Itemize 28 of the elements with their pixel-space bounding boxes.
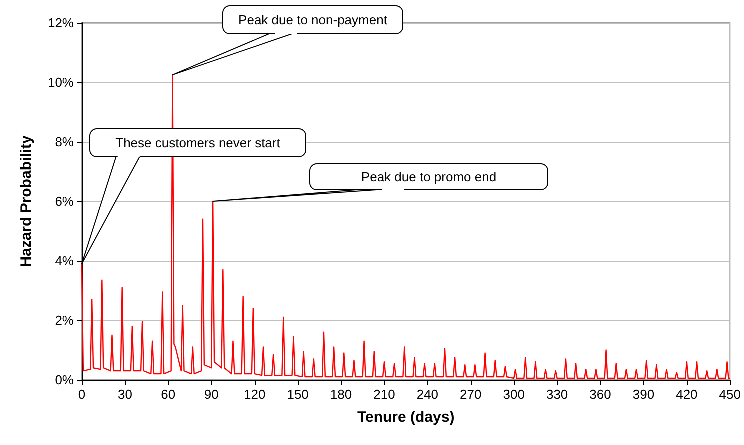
- y-tick-label: 6%: [55, 194, 74, 209]
- x-tick-label: 210: [374, 387, 396, 402]
- y-tick-label: 0%: [55, 372, 74, 388]
- x-tick-label: 30: [118, 387, 132, 402]
- x-axis-title: Tenure (days): [357, 409, 455, 426]
- x-tick-label: 360: [590, 387, 612, 402]
- x-tick-label: 270: [460, 387, 482, 402]
- y-axis-title: Hazard Probability: [18, 134, 35, 268]
- x-tick-label: 240: [416, 387, 439, 402]
- x-tick-label: 60: [161, 387, 176, 402]
- x-tick-label: 150: [287, 387, 309, 402]
- annotation: Peak due to promo end: [361, 170, 497, 184]
- x-tick-label: 0: [78, 387, 86, 402]
- x-tick-label: 390: [632, 387, 655, 402]
- y-tick-label: 4%: [55, 254, 74, 268]
- y-tick-label: 12%: [48, 16, 74, 30]
- x-tick-label: 120: [244, 387, 266, 402]
- y-tick-label: 8%: [55, 134, 74, 150]
- x-tick-label: 420: [676, 387, 698, 402]
- annotation: These customers never start: [116, 136, 281, 150]
- x-tick-label: 90: [204, 387, 219, 402]
- x-tick-label: 300: [503, 387, 525, 402]
- x-tick-label: 450: [719, 387, 742, 402]
- annotation: Peak due to non-payment: [238, 12, 388, 28]
- x-tick-label: 330: [546, 387, 568, 402]
- x-tick-label: 180: [330, 387, 352, 402]
- y-tick-label: 10%: [48, 75, 74, 90]
- y-tick-label: 2%: [55, 313, 74, 328]
